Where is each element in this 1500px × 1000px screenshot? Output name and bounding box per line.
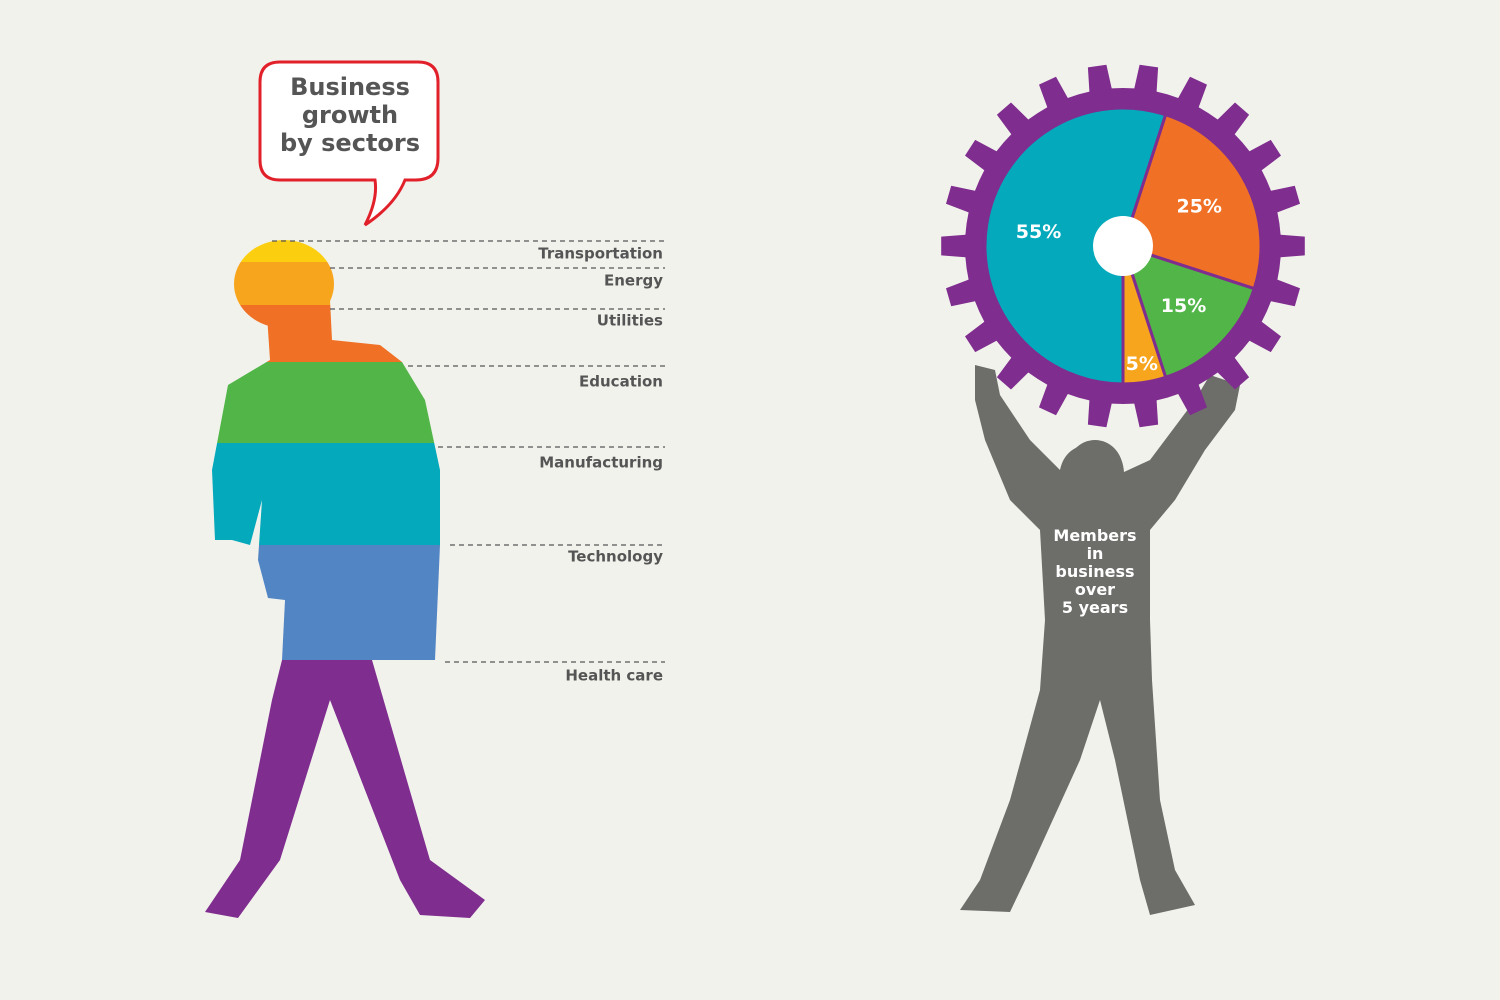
pie-hole (1093, 216, 1153, 276)
caption-line: over (1075, 580, 1115, 599)
sector-label: Education (579, 373, 663, 391)
sector-label: Manufacturing (539, 454, 663, 472)
pie-label: 25% (1176, 196, 1221, 218)
sector-label: Health care (565, 667, 663, 685)
caption-line: business (1055, 562, 1134, 581)
caption: Members in business over 5 years (1053, 526, 1136, 617)
pie-label: 15% (1161, 295, 1206, 317)
pie-slice (1121, 112, 1263, 291)
sector-label: Utilities (597, 312, 663, 330)
sector-label: Technology (568, 548, 663, 566)
pie-label: 55% (1016, 221, 1061, 243)
title-line: Business (290, 73, 410, 101)
title: Business growth by sectors (280, 73, 420, 157)
pie-label: 5% (1126, 353, 1158, 375)
title-line: growth (302, 101, 398, 129)
caption-line: 5 years (1062, 598, 1128, 617)
sector-label: Energy (604, 272, 663, 290)
title-line: by sectors (280, 129, 420, 157)
person-silhouette (960, 365, 1240, 915)
pie-slice (983, 106, 1168, 386)
caption-line: in (1087, 544, 1104, 563)
caption-line: Members (1053, 526, 1136, 545)
person-head (1067, 440, 1123, 500)
pie-slice (1121, 245, 1168, 386)
speech-bubble (258, 60, 440, 227)
pie: 55% 25% 15% 5% (983, 106, 1263, 386)
sector-label: Transportation (538, 245, 663, 263)
